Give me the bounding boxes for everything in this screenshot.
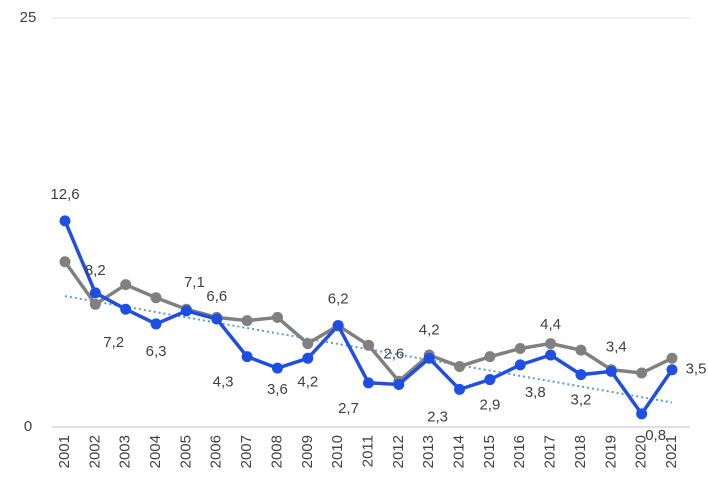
- data-label: 3,4: [606, 338, 627, 355]
- y-tick-label: 25: [20, 9, 37, 26]
- data-label: 12,6: [50, 186, 79, 203]
- data-point: [454, 360, 466, 372]
- x-tick-label: 2021: [663, 435, 680, 468]
- data-point: [454, 383, 466, 395]
- data-point: [89, 298, 101, 310]
- data-point: [545, 338, 557, 350]
- data-point: [332, 320, 344, 332]
- data-point: [120, 303, 132, 315]
- data-point: [393, 378, 405, 390]
- data-label: 8,2: [85, 262, 106, 279]
- data-point: [271, 362, 283, 374]
- data-label: 0,8: [645, 427, 666, 444]
- data-label: 4,2: [419, 321, 440, 338]
- data-point: [666, 352, 678, 364]
- x-tick-label: 2011: [359, 435, 376, 467]
- data-point: [180, 305, 192, 317]
- data-label: 2,7: [338, 400, 359, 417]
- data-label: 3,8: [525, 384, 546, 401]
- y-tick-label: 0: [24, 418, 32, 435]
- x-tick-label: 2019: [602, 435, 619, 468]
- x-tick-label: 2013: [420, 435, 437, 468]
- data-point: [211, 313, 223, 325]
- data-point: [59, 256, 71, 268]
- data-point: [150, 292, 162, 304]
- x-tick-label: 2004: [147, 435, 164, 468]
- data-label: 7,2: [103, 334, 124, 351]
- x-tick-label: 2017: [542, 435, 559, 468]
- data-label: 3,6: [267, 381, 288, 398]
- data-label: 2,6: [383, 345, 404, 362]
- x-tick-label: 2016: [511, 435, 528, 468]
- data-point: [150, 318, 162, 330]
- data-label: 2,9: [479, 397, 500, 414]
- data-label: 3,5: [686, 361, 707, 378]
- x-tick-label: 2009: [299, 435, 316, 468]
- x-tick-label: 2007: [238, 435, 255, 468]
- x-tick-label: 2006: [208, 435, 225, 468]
- data-point: [302, 352, 314, 364]
- data-point: [423, 352, 435, 364]
- x-tick-label: 2003: [117, 435, 134, 468]
- x-tick-label: 2010: [329, 435, 346, 468]
- data-point: [120, 279, 132, 291]
- data-label: 3,2: [571, 392, 592, 409]
- data-label: 4,4: [540, 316, 561, 333]
- x-tick-label: 2015: [481, 435, 498, 468]
- data-point: [241, 315, 253, 327]
- data-point: [514, 342, 526, 354]
- data-point: [89, 287, 101, 299]
- x-tick-label: 2012: [390, 435, 407, 468]
- data-point: [241, 351, 253, 363]
- data-label: 4,2: [297, 373, 318, 390]
- data-label: 4,3: [213, 374, 234, 391]
- data-point: [575, 344, 587, 356]
- data-point: [575, 369, 587, 381]
- data-point: [59, 215, 71, 227]
- x-tick-label: 2014: [451, 435, 468, 468]
- data-point: [545, 349, 557, 361]
- data-point: [363, 339, 374, 351]
- data-label: 6,6: [206, 288, 227, 305]
- data-point: [636, 367, 648, 379]
- data-point: [363, 377, 374, 389]
- data-point: [605, 365, 617, 377]
- data-point: [302, 338, 314, 350]
- data-point: [666, 364, 678, 376]
- x-tick-label: 2002: [86, 435, 103, 468]
- data-point: [484, 351, 496, 363]
- data-point: [484, 374, 496, 386]
- data-label: 2,3: [427, 408, 448, 425]
- x-tick-label: 2020: [633, 435, 650, 468]
- data-point: [514, 359, 526, 371]
- data-point: [636, 408, 648, 420]
- x-tick-label: 2008: [268, 435, 285, 468]
- data-label: 6,2: [328, 291, 349, 308]
- x-tick-label: 2005: [177, 435, 194, 468]
- data-label: 7,1: [184, 274, 205, 291]
- data-label: 6,3: [146, 343, 167, 360]
- data-point: [271, 311, 283, 323]
- x-tick-label: 2018: [572, 435, 589, 468]
- x-tick-label: 2001: [56, 435, 73, 468]
